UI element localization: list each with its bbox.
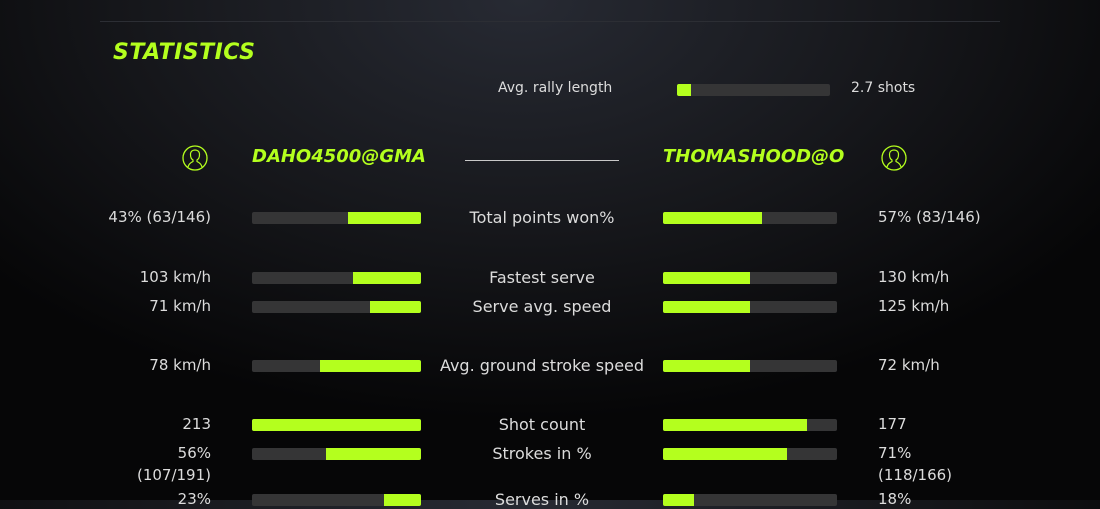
stat-label: Avg. ground stroke speed (439, 356, 645, 375)
stat-label: Fastest serve (489, 268, 595, 287)
right-stat-bar (663, 272, 837, 284)
left-stat-value: 78 km/h (149, 356, 211, 374)
rally-value: 2.7 shots (851, 80, 916, 96)
right-stat-bar-fill (663, 448, 787, 460)
left-stat-bar (252, 301, 421, 313)
stat-label: Shot count (498, 415, 586, 434)
page-title: STATISTICS (113, 40, 256, 65)
left-stat-bar (252, 419, 421, 431)
left-stat-bar (252, 360, 421, 372)
left-stat-bar-fill (348, 212, 421, 224)
right-stat-value: 71% (878, 444, 912, 462)
left-stat-detail: (107/191) (136, 466, 211, 484)
rally-bar-fill (677, 84, 691, 96)
user-icon (182, 145, 208, 171)
left-stat-bar (252, 448, 421, 460)
left-stat-bar-fill (326, 448, 421, 460)
stat-label: Total points won% (469, 208, 615, 227)
right-stat-value: 72 km/h (878, 356, 940, 374)
right-stat-value: 57% (83/146) (878, 208, 981, 226)
right-stat-bar (663, 494, 837, 506)
left-stat-value: 23% (177, 490, 211, 508)
left-stat-value: 56% (177, 444, 211, 462)
right-stat-bar-fill (663, 212, 763, 224)
right-stat-bar-fill (663, 494, 695, 506)
right-stat-bar (663, 301, 837, 313)
left-player-name: DAHO4500@GMA (252, 146, 426, 167)
left-stat-value: 71 km/h (149, 297, 211, 315)
right-stat-detail: (118/166) (878, 466, 953, 484)
left-stat-bar-fill (370, 301, 421, 313)
left-stat-bar-fill (319, 360, 421, 372)
stat-label: Serve avg. speed (472, 297, 612, 316)
right-stat-bar-fill (663, 360, 750, 372)
right-stat-bar-fill (663, 272, 750, 284)
left-stat-bar-fill (252, 419, 421, 431)
right-stat-bar (663, 419, 837, 431)
right-stat-value: 177 (878, 415, 907, 433)
user-icon (881, 145, 907, 171)
right-stat-bar-fill (663, 419, 808, 431)
rally-label: Avg. rally length (498, 80, 613, 96)
left-stat-bar (252, 494, 421, 506)
left-stat-value: 213 (182, 415, 211, 433)
left-stat-value: 103 km/h (139, 268, 211, 286)
right-stat-bar (663, 360, 837, 372)
stat-label: Strokes in % (492, 444, 592, 463)
left-stat-bar (252, 212, 421, 224)
rally-bar (677, 84, 830, 96)
right-stat-value: 18% (878, 490, 912, 508)
left-stat-bar-fill (353, 272, 421, 284)
header-divider (465, 160, 619, 161)
left-stat-bar-fill (383, 494, 421, 506)
right-player-name: THOMASHOOD@O (663, 146, 845, 167)
right-stat-bar-fill (663, 301, 750, 313)
left-stat-bar (252, 272, 421, 284)
top-divider (100, 21, 1000, 22)
right-stat-value: 130 km/h (878, 268, 950, 286)
left-stat-value: 43% (63/146) (108, 208, 211, 226)
right-stat-bar (663, 212, 837, 224)
right-stat-bar (663, 448, 837, 460)
right-stat-value: 125 km/h (878, 297, 950, 315)
